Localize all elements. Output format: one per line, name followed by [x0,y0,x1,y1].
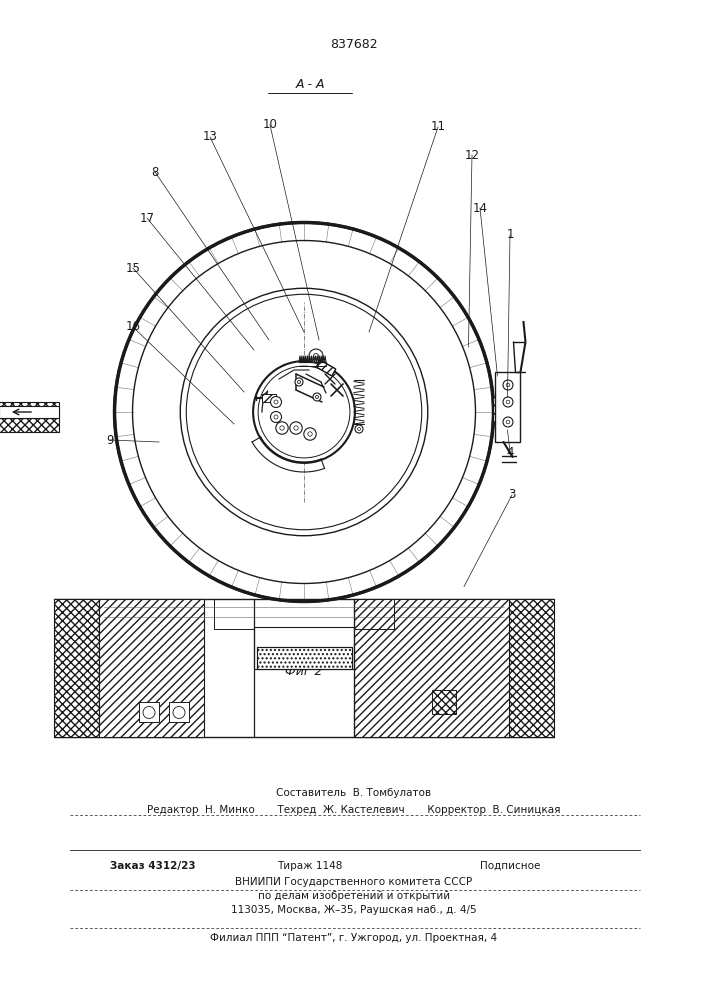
Text: Редактор  Н. Минко       Техред  Ж. Кастелевич       Корректор  В. Синицкая: Редактор Н. Минко Техред Ж. Кастелевич К… [147,805,561,815]
Bar [432,690,456,714]
Circle shape [503,397,513,407]
Text: 1: 1 [506,229,514,241]
Bar [0,402,59,432]
Text: Составитель  В. Томбулатов: Составитель В. Томбулатов [276,788,431,798]
Polygon shape [316,360,336,376]
Circle shape [290,422,302,434]
Text: 8: 8 [151,166,158,179]
Text: 14: 14 [472,202,488,215]
Bar [0,406,59,418]
Circle shape [313,393,321,401]
Text: Заказ 4312/23: Заказ 4312/23 [110,861,196,871]
Circle shape [295,378,303,386]
Text: 9: 9 [106,434,114,446]
Circle shape [503,417,513,427]
Bar [169,702,189,722]
Circle shape [276,422,288,434]
Text: 15: 15 [126,261,141,274]
Bar [257,647,351,669]
Text: 16: 16 [126,320,141,334]
Circle shape [271,412,281,422]
Circle shape [309,349,323,363]
Bar [139,702,159,722]
Text: 113035, Москва, Ж–35, Раушская наб., д. 4/5: 113035, Москва, Ж–35, Раушская наб., д. … [231,905,477,915]
Text: 3: 3 [508,488,515,502]
Text: Тираж 1148: Тираж 1148 [277,861,343,871]
Circle shape [143,706,155,718]
Text: Филиал ППП “Патент”, г. Ужгород, ул. Проектная, 4: Филиал ППП “Патент”, г. Ужгород, ул. Про… [211,933,498,943]
Bar [257,647,351,669]
Bar [493,397,501,422]
Circle shape [271,396,281,408]
Circle shape [503,380,513,390]
Text: 17: 17 [139,212,155,225]
Text: A - A: A - A [296,79,325,92]
Circle shape [115,223,493,601]
Bar [54,599,99,737]
Circle shape [173,706,185,718]
Text: 837682: 837682 [330,38,378,51]
Text: по делам изобретений и открытий: по делам изобретений и открытий [258,891,450,901]
Text: 13: 13 [203,130,218,143]
Text: Фиг 2: Фиг 2 [285,665,323,678]
Circle shape [253,361,355,463]
Bar [496,372,520,442]
Text: Подписное: Подписное [480,861,540,871]
Text: ВНИИПИ Государственного комитета СССР: ВНИИПИ Государственного комитета СССР [235,877,472,887]
Bar [509,599,554,737]
Text: 12: 12 [464,149,479,162]
Bar [354,599,509,737]
Text: 11: 11 [431,120,445,133]
Text: 4: 4 [506,446,514,458]
Bar [99,599,204,737]
Bar [262,394,276,402]
Circle shape [304,428,316,440]
Circle shape [355,425,363,433]
Text: 10: 10 [262,118,277,131]
